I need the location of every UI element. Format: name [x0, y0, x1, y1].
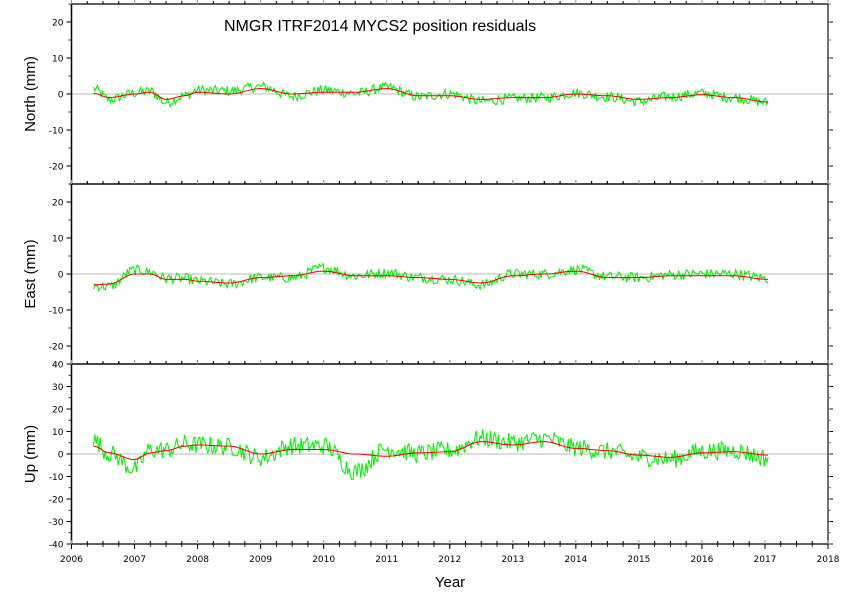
residuals-series-east: [93, 262, 769, 293]
x-tick-label: 2006: [60, 555, 83, 565]
x-tick-label: 2017: [754, 555, 777, 565]
panel-up: 40 30 20 10 0 -10 -20 -30 -40 Up (mm): [22, 360, 833, 551]
y-tick-label: -10: [49, 307, 64, 317]
x-tick-label: 2010: [312, 555, 335, 565]
residuals-series-up: [93, 429, 769, 481]
x-tick-label: 2014: [564, 555, 587, 565]
panels: 20 10 0 -10 -20 North (mm) 20 10 0 -10 -20 East (mm…: [22, 0, 833, 551]
y-tick-label: 20: [52, 19, 64, 29]
y-tick-label: 20: [52, 406, 64, 416]
x-tick-label: 2018: [817, 555, 840, 565]
y-tick-label: 10: [52, 428, 64, 438]
y-tick-label: -40: [49, 541, 64, 551]
chart-title: NMGR ITRF2014 MYCS2 position residuals: [224, 18, 536, 35]
y-tick-label: -20: [49, 343, 64, 353]
x-axis: 2006 2007 2008 2009 2010 2011 2012 2013 2014 2015…: [60, 544, 840, 565]
x-tick-label: 2011: [375, 555, 398, 565]
x-tick-label: 2012: [438, 555, 461, 565]
model-series-up: [93, 441, 769, 461]
x-tick-label: 2016: [690, 555, 713, 565]
y-axis-title-east: East (mm): [22, 239, 39, 308]
x-tick-label: 2015: [627, 555, 650, 565]
y-tick-label: -10: [49, 473, 64, 483]
y-tick-label: 10: [52, 55, 64, 65]
x-tick-label: 2013: [501, 555, 524, 565]
y-tick-label: -20: [49, 163, 64, 173]
y-axis-title-north: North (mm): [22, 56, 39, 132]
x-tick-label: 2007: [123, 555, 146, 565]
y-tick-label: -20: [49, 496, 64, 506]
panel-east: 20 10 0 -10 -20 East (mm): [22, 180, 833, 365]
model-series-north: [93, 88, 769, 103]
y-tick-label: -10: [49, 127, 64, 137]
y-tick-label: 40: [52, 361, 64, 371]
y-tick-label: -30: [49, 518, 64, 528]
y-axis-title-up: Up (mm): [22, 425, 39, 483]
y-tick-label: 0: [58, 91, 64, 101]
residuals-series-north: [93, 81, 769, 108]
y-tick-label: 0: [58, 271, 64, 281]
x-tick-label: 2008: [186, 555, 209, 565]
x-axis-title: Year: [435, 574, 465, 591]
x-tick-label: 2009: [249, 555, 272, 565]
y-tick-label: 10: [52, 235, 64, 245]
y-tick-label: 30: [52, 383, 64, 393]
y-tick-label: 0: [58, 451, 64, 461]
y-tick-label: 20: [52, 199, 64, 209]
model-series-east: [93, 270, 769, 286]
